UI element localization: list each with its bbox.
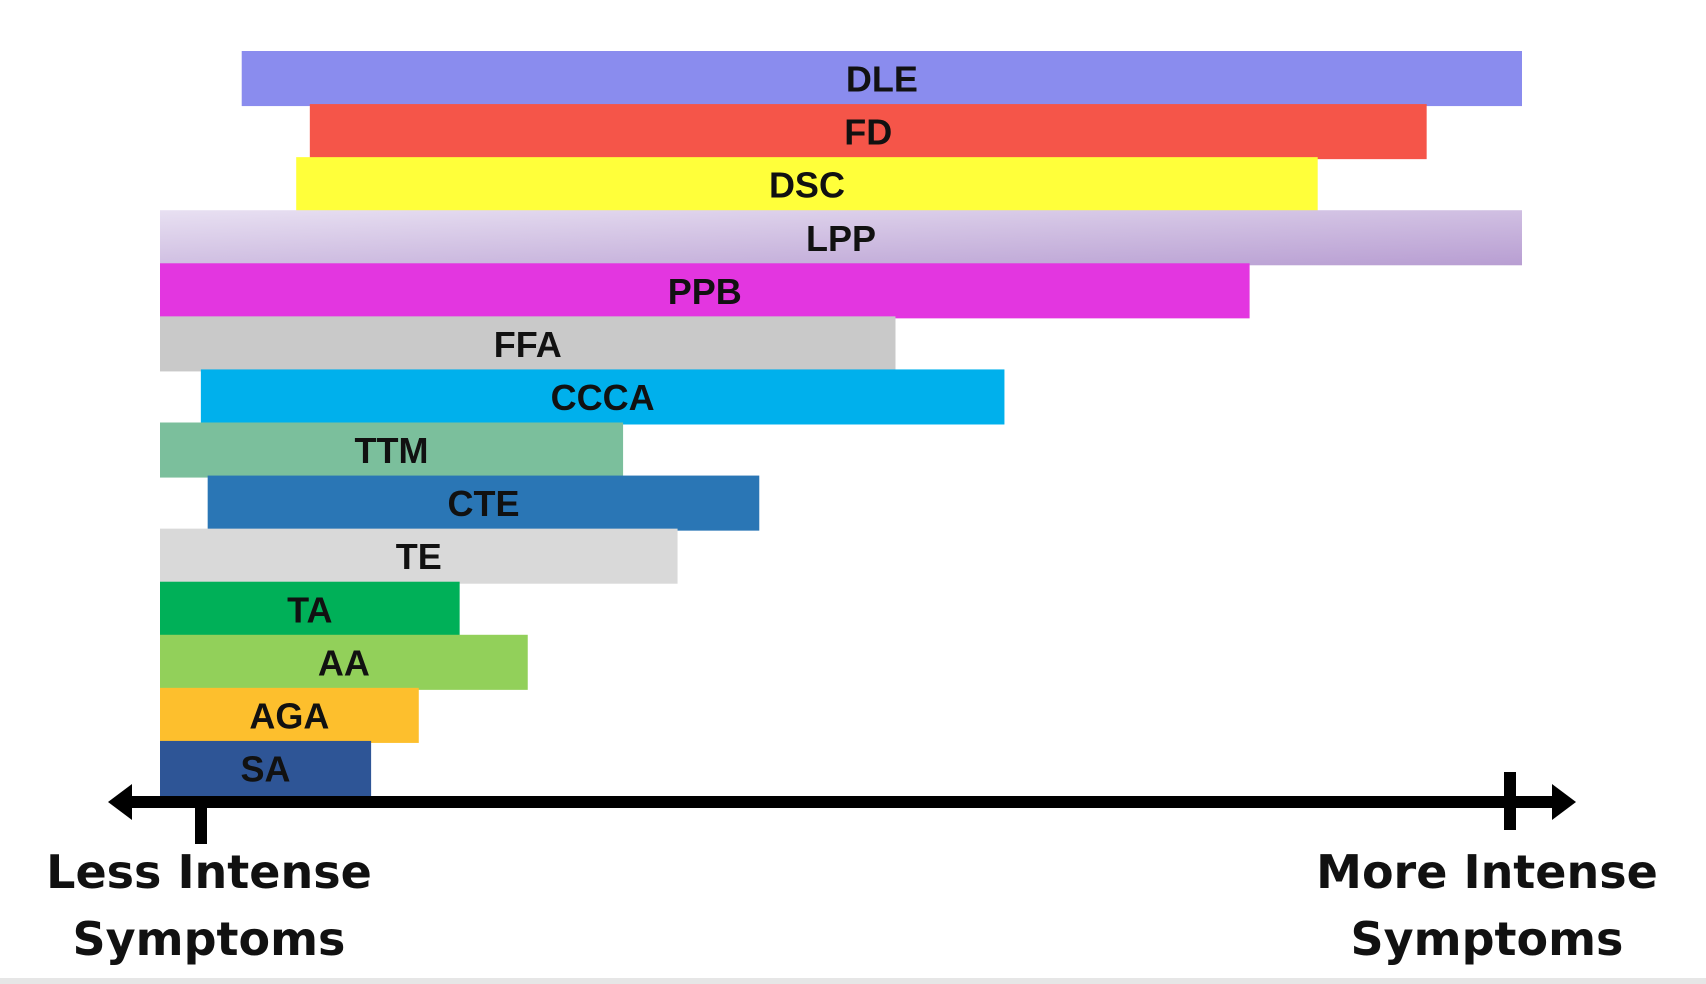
bar-lpp [160, 210, 1522, 266]
bar-aa [160, 634, 528, 690]
left-end-label-line2: Symptoms [73, 912, 346, 966]
bar-ppb [160, 263, 1250, 319]
bar-cte [207, 475, 760, 531]
bar-label-te: TE [396, 536, 442, 577]
axis-left-tick [195, 796, 207, 844]
left-end-label-line1: Less Intense [46, 845, 372, 899]
bar-label-dsc: DSC [769, 165, 845, 206]
bar-te [160, 528, 678, 584]
bar-label-ta: TA [287, 589, 332, 630]
bar-label-aga: AGA [249, 695, 329, 736]
bar-ttm [160, 422, 624, 478]
bar-label-ppb: PPB [668, 271, 742, 312]
bottom-divider [0, 978, 1706, 984]
bar-label-aa: AA [318, 642, 370, 683]
bar-label-lpp: LPP [806, 218, 876, 259]
bar-label-cte: CTE [447, 483, 519, 524]
bar-ta [160, 581, 460, 637]
bar-label-ffa: FFA [494, 324, 562, 365]
bar-fd [309, 104, 1427, 160]
bar-label-fd: FD [844, 112, 892, 153]
bar-label-dle: DLE [846, 59, 918, 100]
bar-sa [160, 740, 372, 796]
axis-left-arrowhead [108, 784, 132, 820]
bar-ffa [160, 316, 896, 372]
bar-label-ccca: CCCA [551, 377, 655, 418]
bar-dle [241, 51, 1523, 107]
axis-right-tick [1504, 772, 1516, 830]
bar-ccca [200, 369, 1005, 425]
bar-dsc [296, 157, 1318, 213]
bar-label-ttm: TTM [355, 430, 429, 471]
axis-right-arrowhead [1552, 784, 1576, 820]
right-end-label-line2: Symptoms [1351, 912, 1624, 966]
bar-label-sa: SA [241, 748, 291, 789]
bar-aga [160, 687, 419, 743]
intensity-axis: Less Intense Symptoms More Intense Sympt… [46, 772, 1658, 966]
right-end-label-line1: More Intense [1316, 845, 1658, 899]
